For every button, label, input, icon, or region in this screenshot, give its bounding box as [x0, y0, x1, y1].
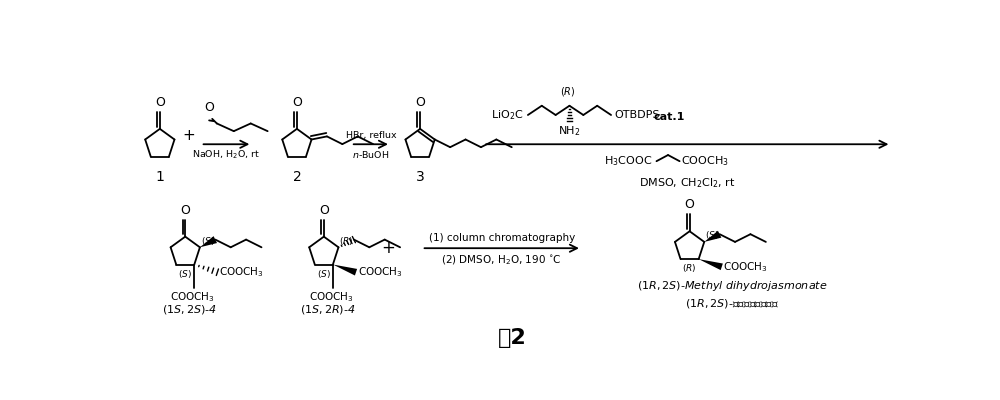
Text: 1: 1	[155, 170, 164, 184]
Text: (1) column chromatography: (1) column chromatography	[429, 233, 575, 243]
Text: $(1S,2S)$-4: $(1S,2S)$-4	[162, 303, 217, 316]
Text: $(S)$: $(S)$	[178, 268, 192, 280]
Text: +: +	[381, 239, 395, 257]
Text: $(R)$: $(R)$	[682, 262, 696, 274]
Text: O: O	[319, 204, 329, 217]
Polygon shape	[699, 259, 723, 270]
Text: (2) DMSO, H$_2$O, 190 $^{\circ}$C: (2) DMSO, H$_2$O, 190 $^{\circ}$C	[441, 254, 562, 267]
Text: +: +	[183, 128, 195, 142]
Text: O: O	[292, 96, 302, 109]
Text: $n$-BuOH: $n$-BuOH	[352, 149, 390, 160]
Text: cat.1: cat.1	[653, 112, 685, 122]
Text: $(S)$: $(S)$	[317, 268, 331, 280]
Text: $(1R,2S)$-Methyl dihydrojasmonate: $(1R,2S)$-Methyl dihydrojasmonate	[637, 279, 827, 293]
Text: O: O	[415, 96, 425, 109]
Text: $(1R,2S)$-二氢茉莉酮酸甲酯: $(1R,2S)$-二氢茉莉酮酸甲酯	[685, 297, 779, 310]
Text: HBr, reflux: HBr, reflux	[346, 131, 396, 140]
Text: COOCH$_3$: COOCH$_3$	[219, 265, 264, 279]
Text: $(R)$: $(R)$	[339, 234, 354, 246]
Text: 3: 3	[416, 170, 424, 184]
Text: NaOH, H$_2$O, rt: NaOH, H$_2$O, rt	[192, 148, 261, 160]
Text: OTBDPS: OTBDPS	[614, 110, 660, 120]
Polygon shape	[333, 264, 357, 276]
Polygon shape	[200, 236, 217, 247]
Text: COOCH$_3$: COOCH$_3$	[681, 154, 729, 168]
Text: $(S)$: $(S)$	[705, 229, 719, 241]
Text: O: O	[155, 96, 165, 109]
Text: $(R)$: $(R)$	[560, 85, 576, 98]
Text: COOCH$_3$: COOCH$_3$	[309, 290, 354, 304]
Text: $(S)$: $(S)$	[201, 234, 215, 246]
Text: LiO$_2$C: LiO$_2$C	[491, 108, 524, 122]
Text: NH$_2$: NH$_2$	[558, 124, 581, 138]
Text: $(1S,2R)$-4: $(1S,2R)$-4	[300, 303, 356, 316]
Text: 式2: 式2	[498, 328, 527, 348]
Text: O: O	[180, 204, 190, 217]
Text: COOCH$_3$: COOCH$_3$	[358, 265, 402, 279]
Text: O: O	[204, 101, 214, 114]
Polygon shape	[704, 231, 721, 242]
Text: H$_3$COOC: H$_3$COOC	[604, 154, 653, 168]
Text: COOCH$_3$: COOCH$_3$	[170, 290, 215, 304]
Text: O: O	[685, 198, 695, 211]
Text: DMSO, CH$_2$Cl$_2$, rt: DMSO, CH$_2$Cl$_2$, rt	[639, 176, 736, 190]
Text: COOCH$_3$: COOCH$_3$	[723, 260, 768, 274]
Text: 2: 2	[293, 170, 301, 184]
